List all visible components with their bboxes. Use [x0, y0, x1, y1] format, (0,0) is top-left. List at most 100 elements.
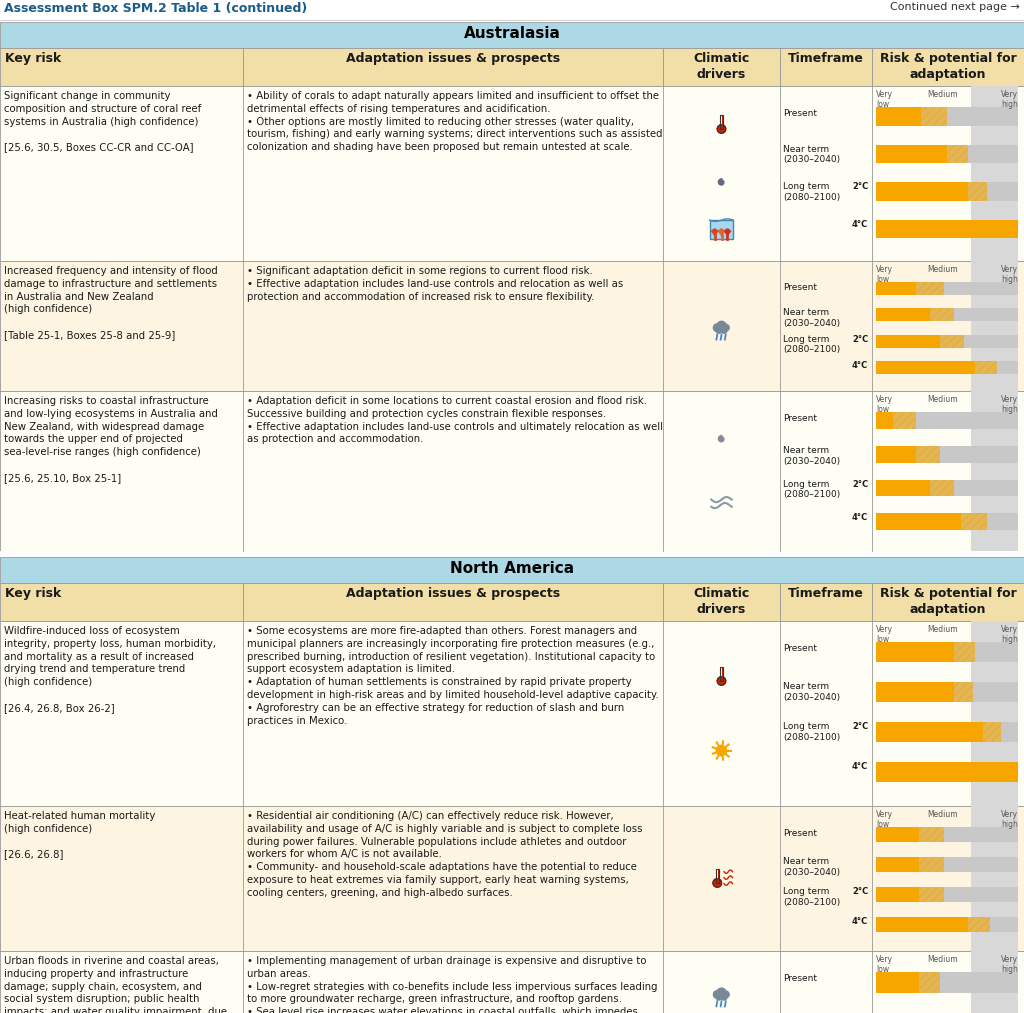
Bar	[0, 557, 1024, 583]
Bar	[0, 261, 1024, 391]
Text: Present: Present	[783, 975, 817, 983]
Text: Very
low: Very low	[876, 395, 893, 413]
Bar	[876, 762, 1018, 782]
Bar	[876, 412, 1018, 428]
Bar	[716, 868, 719, 882]
Text: Increased frequency and intensity of flood
damage to infrastructure and settleme: Increased frequency and intensity of flo…	[4, 266, 218, 340]
Text: 4°C: 4°C	[852, 220, 868, 229]
Text: Present: Present	[783, 284, 817, 293]
Bar	[930, 479, 954, 496]
Bar	[922, 107, 947, 126]
Text: 2°C: 2°C	[852, 182, 868, 191]
Bar	[876, 334, 940, 347]
Text: Adaptation issues & prospects: Adaptation issues & prospects	[346, 587, 560, 600]
Circle shape	[725, 229, 729, 233]
Text: Long term
(2080–2100): Long term (2080–2100)	[783, 334, 841, 355]
Bar	[876, 220, 1018, 238]
Bar	[876, 361, 976, 374]
Bar	[915, 446, 940, 463]
Text: Timeframe: Timeframe	[788, 52, 864, 65]
Text: Adaptation issues & prospects: Adaptation issues & prospects	[346, 52, 560, 65]
Bar	[876, 857, 919, 872]
Text: 2°C: 2°C	[852, 334, 868, 343]
Circle shape	[721, 439, 722, 440]
Bar	[876, 722, 982, 742]
Text: Key risk: Key risk	[5, 587, 61, 600]
Text: Long term
(2080–2100): Long term (2080–2100)	[783, 182, 841, 202]
Text: Near term
(2030–2040): Near term (2030–2040)	[783, 308, 840, 328]
Text: Australasia: Australasia	[464, 26, 560, 41]
Bar	[876, 446, 915, 463]
Bar	[876, 282, 1018, 295]
Bar	[872, 583, 1024, 621]
Circle shape	[717, 677, 726, 685]
Bar	[919, 827, 944, 842]
Bar	[971, 391, 1018, 551]
Text: • Ability of corals to adapt naturally appears limited and insufficient to offse: • Ability of corals to adapt naturally a…	[247, 91, 663, 152]
Bar	[243, 48, 663, 86]
Bar	[876, 827, 1018, 842]
Bar	[0, 806, 1024, 951]
Bar	[876, 479, 930, 496]
Text: Very
high: Very high	[1001, 955, 1018, 973]
Text: • Residential air conditioning (A/C) can effectively reduce risk. However,
avail: • Residential air conditioning (A/C) can…	[247, 811, 642, 898]
Circle shape	[713, 229, 717, 233]
Text: North America: North America	[450, 561, 574, 576]
Bar	[710, 220, 733, 239]
Text: Very
high: Very high	[1001, 90, 1018, 108]
Bar	[876, 722, 1018, 742]
Bar	[876, 361, 1018, 374]
Bar	[0, 391, 1024, 551]
Text: • Significant adaptation deficit in some regions to current flood risk.
• Effect: • Significant adaptation deficit in some…	[247, 266, 624, 302]
Text: Present: Present	[783, 413, 817, 422]
Bar	[876, 282, 915, 295]
Text: Medium: Medium	[928, 265, 958, 274]
Circle shape	[714, 991, 721, 999]
Text: 2°C: 2°C	[852, 479, 868, 488]
Bar	[876, 446, 1018, 463]
Bar	[876, 682, 954, 702]
Bar	[876, 514, 962, 530]
Text: 4°C: 4°C	[852, 361, 868, 370]
Bar	[876, 145, 947, 163]
Bar	[663, 583, 780, 621]
Circle shape	[713, 878, 722, 887]
Bar	[876, 308, 930, 321]
Text: Wildfire-induced loss of ecosystem
integrity, property loss, human morbidity,
an: Wildfire-induced loss of ecosystem integ…	[4, 626, 216, 713]
Text: Medium: Medium	[928, 395, 958, 404]
Bar	[663, 48, 780, 86]
Bar	[976, 361, 996, 374]
Bar	[876, 857, 1018, 872]
Bar	[954, 682, 973, 702]
Text: Present: Present	[783, 108, 817, 118]
Bar	[243, 583, 663, 621]
Text: Medium: Medium	[928, 955, 958, 964]
Bar	[876, 107, 1018, 126]
Bar	[969, 182, 987, 201]
Bar	[919, 972, 940, 993]
Bar	[0, 551, 1024, 557]
Text: Very
low: Very low	[876, 810, 893, 829]
Bar	[872, 48, 1024, 86]
Text: 2°C: 2°C	[852, 887, 868, 897]
Text: Very
low: Very low	[876, 90, 893, 108]
Circle shape	[720, 229, 724, 233]
Text: Near term
(2030–2040): Near term (2030–2040)	[783, 446, 840, 466]
Circle shape	[717, 321, 726, 330]
Text: 4°C: 4°C	[852, 762, 868, 771]
Bar	[919, 887, 944, 902]
Text: Increasing risks to coastal infrastructure
and low-lying ecosystems in Australia: Increasing risks to coastal infrastructu…	[4, 396, 218, 483]
Circle shape	[721, 181, 722, 183]
Text: Continued next page →: Continued next page →	[890, 2, 1020, 12]
Circle shape	[714, 324, 721, 331]
Text: Near term
(2030–2040): Near term (2030–2040)	[783, 682, 840, 702]
Bar	[721, 125, 722, 129]
Text: Heat-related human mortality
(high confidence)

[26.6, 26.8]: Heat-related human mortality (high confi…	[4, 811, 156, 859]
Text: Very
high: Very high	[1001, 625, 1018, 643]
Text: Very
high: Very high	[1001, 395, 1018, 413]
Bar	[876, 827, 919, 842]
Bar	[0, 48, 243, 86]
Text: Very
low: Very low	[876, 625, 893, 643]
Bar	[876, 182, 1018, 201]
Circle shape	[721, 327, 727, 333]
